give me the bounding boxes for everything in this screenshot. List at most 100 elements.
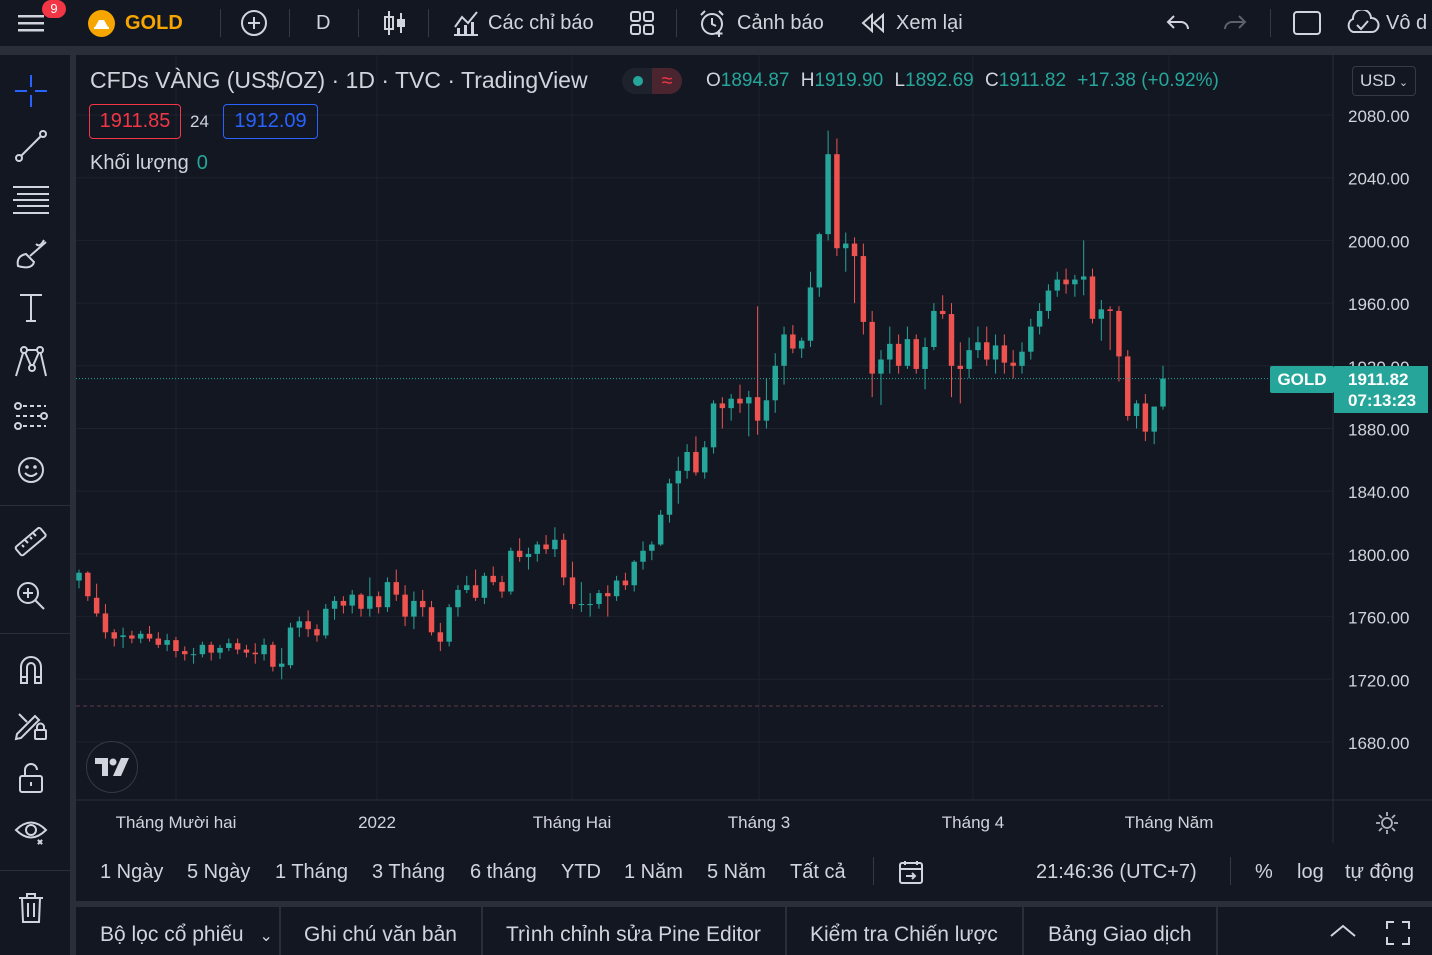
trend-line-tool[interactable] [8,123,54,169]
candle-body [684,452,690,471]
chart-type-button[interactable] [382,0,408,46]
lock-all-drawings-tool[interactable] [8,755,54,801]
legend-title[interactable]: CFDs VÀNG (US$/OZ) · 1D · TVC · TradingV… [90,67,588,93]
brush-tool[interactable] [8,231,54,277]
undo-button[interactable] [1165,0,1191,46]
symbol-price-tag: GOLD [1270,366,1334,393]
candle-body [552,539,558,550]
candlestick-chart[interactable]: 2080.002040.002000.001960.001920.001880.… [76,55,1432,843]
candle [701,441,708,479]
candle [1160,365,1166,410]
prediction-tool[interactable] [8,393,54,439]
range-1-month[interactable]: 1 Tháng [275,861,349,883]
candle-body [190,654,197,656]
candle-body [904,339,911,366]
menu-icon[interactable] [16,0,46,46]
stay-in-drawing-mode-tool[interactable] [8,701,54,747]
candle-body [93,597,100,614]
candle-body [349,594,355,606]
range-6-months[interactable]: 6 tháng [470,861,537,883]
buy-price-button[interactable]: 1912.09 [223,104,318,139]
redo-icon [1224,15,1247,30]
percent-toggle[interactable]: % [1255,861,1273,883]
sell-price-button[interactable]: 1911.85 [89,104,181,139]
replay-label: Xem lại [896,11,963,34]
text-tool[interactable] [8,285,54,331]
save-cloud-button[interactable]: Vô d [1344,0,1427,46]
tab-stock-screener[interactable]: Bộ lọc cổ phiếu ⌄ [100,907,273,955]
candle-body [825,154,831,235]
crosshair-tool[interactable] [8,68,54,114]
candle-body [657,514,664,545]
candle [234,638,241,655]
candle [825,130,831,241]
market-status[interactable]: ≈ [622,68,682,94]
range-5-years[interactable]: 5 Năm [707,861,766,883]
pattern-tool[interactable] [8,339,54,385]
templates-button[interactable] [629,0,655,46]
magnet-tool[interactable] [8,647,54,693]
candle [146,626,153,642]
high-value: 1919.90 [814,70,884,91]
candle-body [781,334,787,366]
candle-body [560,539,567,578]
range-ytd[interactable]: YTD [561,861,601,883]
zoom-in-tool[interactable] [8,573,54,619]
layout-button[interactable] [1292,0,1322,46]
redo-button[interactable] [1222,0,1248,46]
compare-symbol-button[interactable] [240,0,268,46]
candle [314,624,320,642]
range-all[interactable]: Tất cả [790,861,846,883]
fib-tool[interactable] [8,177,54,223]
range-1-day[interactable]: 1 Ngày [100,861,164,883]
goto-date-button[interactable] [898,843,924,901]
candle-body [270,644,276,667]
tab-pine-editor[interactable]: Trình chỉnh sửa Pine Editor [506,923,761,946]
candle [1116,306,1122,382]
range-1-year[interactable]: 1 Năm [624,861,683,883]
timezone-clock[interactable]: 21:46:36 (UTC+7) [1036,861,1197,883]
currency-select[interactable]: USD ⌄ [1352,66,1416,96]
symbol-search-button[interactable]: GOLD [88,0,183,46]
tradingview-logo[interactable] [86,741,138,793]
candle [640,541,646,570]
candle [992,334,999,374]
candle [305,610,311,637]
candle-body [1125,356,1131,416]
candle-body [534,544,541,554]
time-tick-label: Tháng Mười hai [116,813,237,832]
candles-icon [384,11,405,35]
interval-button[interactable]: D [316,0,330,46]
candle-body [208,644,214,653]
candle [807,271,814,347]
settings-gear-icon[interactable] [1373,809,1401,837]
range-5-days[interactable]: 5 Ngày [187,861,251,883]
log-toggle[interactable]: log [1297,861,1324,883]
candle-body [411,600,417,617]
chart-pane[interactable]: 2080.002040.002000.001960.001920.001880.… [76,55,1432,843]
expand-panel-button[interactable] [1328,907,1358,955]
remove-drawings-tool[interactable] [8,885,54,931]
candle [111,629,117,647]
measure-tool[interactable] [8,519,54,565]
candle-body [640,550,646,562]
volume-legend[interactable]: Khối lượng 0 [90,152,208,175]
maximize-panel-button[interactable] [1384,907,1412,955]
alerts-button[interactable]: Cảnh báo [697,0,824,46]
candle [543,535,549,554]
market-open-dot [633,76,643,86]
candle-body [860,256,867,322]
indicators-button[interactable]: Các chỉ báo [452,0,594,46]
candle-body [1072,279,1078,285]
auto-scale-toggle[interactable]: tự động [1345,861,1414,883]
tab-trading-panel[interactable]: Bảng Giao dịch [1048,923,1192,946]
range-3-months[interactable]: 3 Tháng [372,861,446,883]
tab-strategy-tester[interactable]: Kiểm tra Chiến lược [810,923,998,946]
replay-button[interactable]: Xem lại [860,0,963,46]
candle-body [834,154,840,249]
hide-drawings-tool[interactable] [8,809,54,855]
candle [428,600,435,636]
tab-text-notes[interactable]: Ghi chú văn bản [304,923,457,946]
candle [261,638,267,661]
emoji-tool[interactable] [8,447,54,493]
